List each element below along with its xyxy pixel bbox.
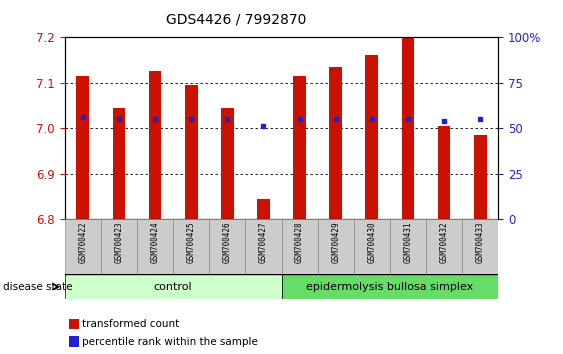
Text: disease state: disease state [3,282,72,292]
Bar [318,219,354,274]
Text: percentile rank within the sample: percentile rank within the sample [82,337,258,347]
Bar [69,319,79,329]
Bar [257,199,270,219]
Bar [401,37,414,219]
Text: GSM700433: GSM700433 [476,221,485,263]
Bar [185,85,198,219]
Bar [282,219,318,274]
Text: GSM700426: GSM700426 [223,221,232,263]
Text: GSM700424: GSM700424 [150,221,159,263]
Bar [69,336,79,347]
Bar [474,135,486,219]
Text: GSM700429: GSM700429 [331,221,340,263]
Text: epidermolysis bullosa simplex: epidermolysis bullosa simplex [306,282,473,292]
Text: GSM700423: GSM700423 [114,221,123,263]
Text: GSM700427: GSM700427 [259,221,268,263]
Bar [462,219,498,274]
Bar [173,219,209,274]
Bar [221,108,234,219]
Text: GSM700430: GSM700430 [367,221,376,263]
Bar [293,76,306,219]
Bar [426,219,462,274]
Text: GSM700428: GSM700428 [295,221,304,263]
Bar [101,219,137,274]
Text: GDS4426 / 7992870: GDS4426 / 7992870 [166,12,307,27]
Bar [149,72,162,219]
Bar [390,219,426,274]
Bar [77,76,89,219]
Bar [282,274,498,299]
Bar [65,219,101,274]
Bar [245,219,282,274]
Text: GSM700431: GSM700431 [404,221,413,263]
Text: GSM700425: GSM700425 [187,221,196,263]
Text: control: control [154,282,193,292]
Bar [65,274,282,299]
Bar [438,126,450,219]
Text: GSM700422: GSM700422 [78,221,87,263]
Text: GSM700432: GSM700432 [440,221,449,263]
Bar [209,219,245,274]
Bar [354,219,390,274]
Text: transformed count: transformed count [82,319,180,329]
Bar [329,67,342,219]
Bar [113,108,125,219]
Bar [137,219,173,274]
Bar [365,56,378,219]
